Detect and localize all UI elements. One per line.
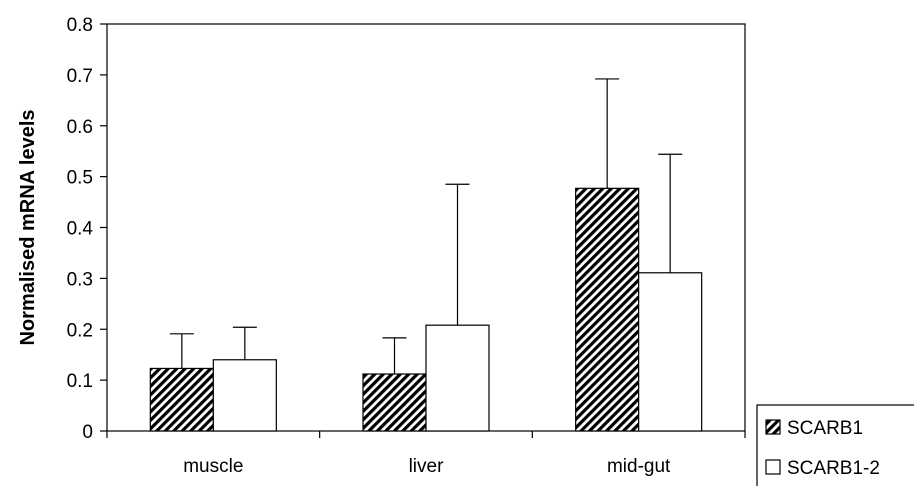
bar-scarb1-2-mid-gut bbox=[638, 272, 703, 432]
legend-swatch-scarb1-2 bbox=[765, 459, 781, 475]
y-tick-label: 0.7 bbox=[67, 66, 93, 87]
legend-swatch-scarb1 bbox=[765, 419, 781, 435]
x-tick-label: mid-gut bbox=[607, 456, 671, 477]
y-axis-title: Normalised mRNA levels bbox=[17, 109, 39, 345]
bar-scarb1-2-liver bbox=[425, 324, 490, 432]
legend-label-scarb1: SCARB1 bbox=[787, 418, 863, 439]
y-tick-label: 0.6 bbox=[67, 117, 93, 138]
bar-scarb1-mid-gut bbox=[575, 187, 640, 432]
y-tick-label: 0.1 bbox=[67, 371, 93, 392]
x-tick-label: liver bbox=[409, 456, 445, 477]
bar-scarb1-muscle bbox=[149, 367, 214, 432]
legend bbox=[756, 404, 914, 486]
y-tick-label: 0.5 bbox=[67, 168, 93, 189]
y-tick-label: 0 bbox=[82, 422, 93, 443]
legend-label-scarb1-2: SCARB1-2 bbox=[787, 458, 880, 479]
bar-scarb1-2-muscle bbox=[212, 359, 277, 432]
y-tick-label: 0.4 bbox=[67, 219, 94, 240]
x-tick-label: muscle bbox=[183, 456, 243, 477]
y-tick-label: 0.8 bbox=[67, 15, 93, 36]
y-tick-label: 0.3 bbox=[67, 269, 93, 290]
y-tick-label: 0.2 bbox=[67, 320, 93, 341]
bar-scarb1-liver bbox=[362, 373, 427, 432]
